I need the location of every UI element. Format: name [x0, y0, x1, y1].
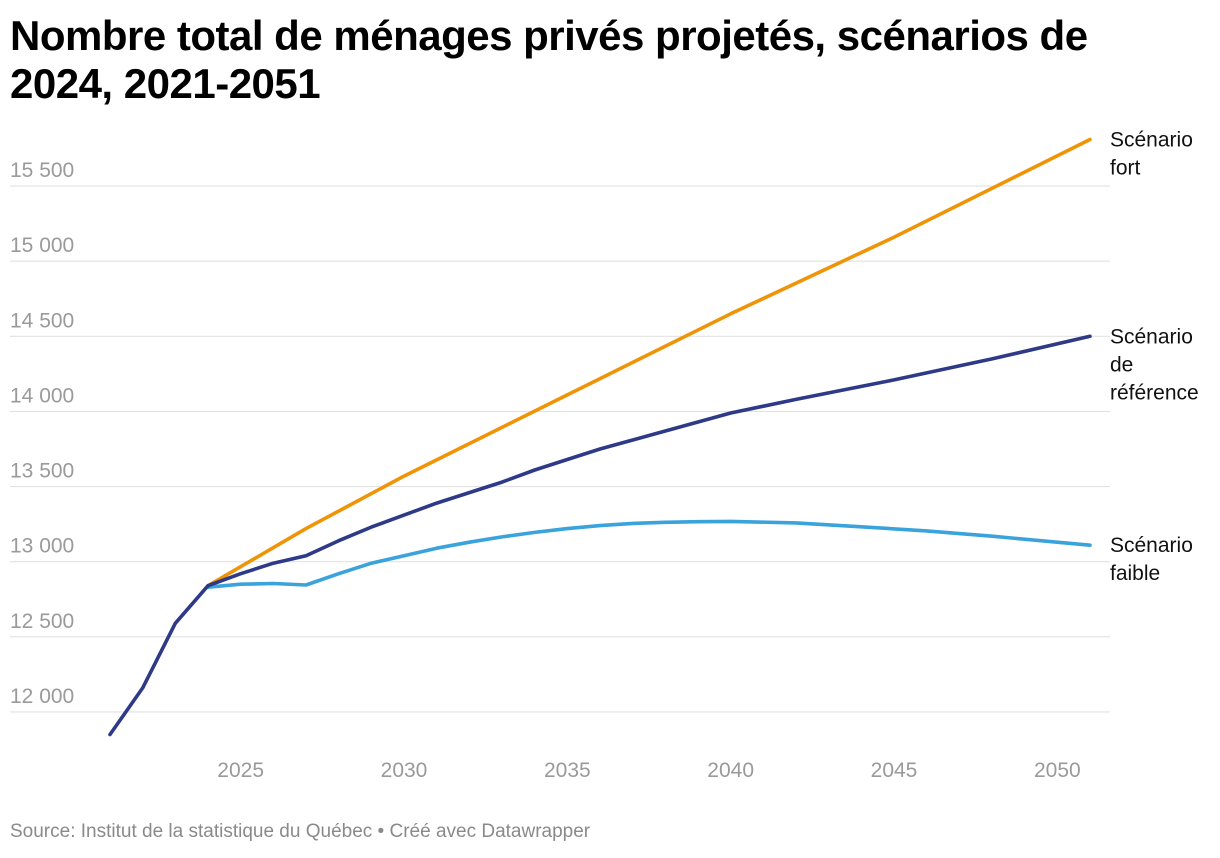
y-tick-label: 14 500 [10, 309, 74, 332]
y-tick-label: 12 000 [10, 685, 74, 708]
series-label-line: de [1110, 353, 1133, 376]
y-tick-label: 15 000 [10, 234, 74, 257]
x-tick-label: 2030 [381, 759, 428, 782]
series-label-line: référence [1110, 381, 1199, 404]
series-label-line: Scénario [1110, 325, 1193, 348]
gridlines [10, 185, 1110, 713]
source-note: Source: Institut de la statistique du Qu… [10, 821, 591, 842]
series-line-1 [108, 334, 1092, 737]
y-tick-label: 13 500 [10, 460, 74, 483]
x-axis-ticks: 2025 2030 2035 2040 2045 2050 [217, 759, 1080, 782]
series-label-line: faible [1110, 562, 1160, 585]
y-tick-label: 15 500 [10, 159, 74, 182]
series-label-1: Scénario de référence [1110, 325, 1199, 404]
x-tick-label: 2045 [871, 759, 918, 782]
series-lines [108, 137, 1092, 737]
series-labels: Scénario fort Scénario de référence Scénario f… [1110, 128, 1199, 585]
y-tick-label: 12 500 [10, 610, 74, 633]
x-tick-label: 2025 [217, 759, 264, 782]
series-label-0: Scénario fort [1110, 128, 1193, 179]
chart-title: Nombre total de ménages privés projetés,… [10, 12, 1088, 107]
x-tick-label: 2035 [544, 759, 591, 782]
y-tick-label: 14 000 [10, 384, 74, 407]
x-tick-label: 2040 [707, 759, 754, 782]
x-tick-label: 2050 [1034, 759, 1081, 782]
series-label-line: Scénario [1110, 534, 1193, 557]
series-label-2: Scénario faible [1110, 534, 1193, 585]
y-axis-ticks: 12 000 12 500 13 000 13 500 14 000 14 500 15 0… [10, 159, 74, 708]
series-label-line: fort [1110, 156, 1141, 179]
series-line-2 [206, 519, 1092, 589]
series-label-line: Scénario [1110, 128, 1193, 151]
series-line-0 [206, 137, 1092, 588]
y-tick-label: 13 000 [10, 535, 74, 558]
